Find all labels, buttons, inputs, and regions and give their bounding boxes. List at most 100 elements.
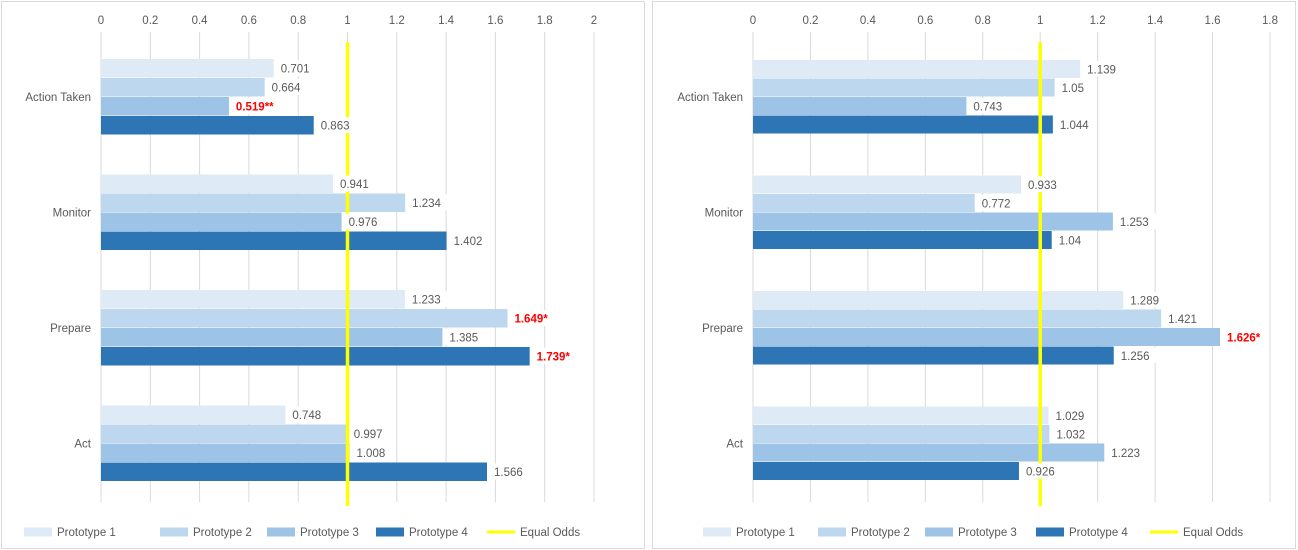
data-label-prototype-1-act: 1.029 [1056,411,1085,423]
x-tick-label: 1.2 [1090,15,1106,27]
x-tick-label: 1.4 [438,15,455,27]
legend-label: Equal Odds [520,527,580,539]
data-label-bg [1126,292,1167,308]
category-label-monitor: Monitor [53,208,92,220]
data-label-prototype-1-prepare: 1.233 [412,295,441,307]
category-label-action-taken: Action Taken [677,92,743,104]
bar-prototype-2-prepare [753,309,1162,328]
x-tick-label: 1.4 [1147,15,1164,27]
legend-label: Prototype 4 [409,527,468,539]
data-label-prototype-2-act: 0.997 [354,429,383,441]
data-label-bg [969,98,1010,114]
bar-prototype-3-act [753,443,1105,462]
data-label-bg [1051,407,1092,423]
data-label-prototype-2-monitor: 1.234 [412,198,441,210]
legend-label: Prototype 1 [57,527,116,539]
x-tick-label: 0.2 [802,15,818,27]
legend-label: Prototype 4 [1069,527,1128,539]
legend-swatch [376,527,404,537]
data-label-prototype-3-act: 1.008 [356,448,385,460]
data-label-prototype-4-action-taken: 0.863 [321,121,350,133]
chart-left-svg: 0 0.2 0.4 0.6 0.8 1 1.2 1.4 1.6 1.8 2 0.701 0.664 0.5… [24,15,597,539]
data-label-bg [1164,310,1205,326]
data-label-bg [445,329,486,345]
legend-item-prototype-2: Prototype 2 [818,527,910,539]
data-label-bg [408,194,449,211]
x-tick-label: 1.8 [1262,15,1278,27]
legend-label: Prototype 2 [851,527,910,539]
data-label-prototype-1-monitor: 0.933 [1028,180,1057,192]
bar-prototype-4-prepare [753,346,1114,365]
data-label-bg [1055,116,1096,132]
data-label-prototype-4-monitor: 1.402 [454,236,483,248]
data-label-prototype-3-action-taken: 0.519** [236,102,274,114]
legend-item-prototype-1: Prototype 1 [24,527,116,539]
data-label-bg [344,213,385,230]
data-label-bg [267,79,308,95]
data-label-bg [407,291,448,307]
x-tick-label: 1.8 [537,15,553,27]
data-label-bg [449,232,490,249]
bar-prototype-4-act [101,462,488,481]
x-tick-label: 0.6 [917,15,933,27]
data-label-bg [977,195,1018,211]
bar-prototype-3-act [101,443,350,462]
category-label-prepare: Prepare [702,323,743,335]
bar-prototype-2-monitor [753,194,975,212]
data-label-bg [1107,444,1148,460]
legend-swatch [24,527,52,537]
bars [101,59,530,481]
bar-prototype-2-monitor [101,193,406,212]
data-label-bg [1223,329,1270,345]
category-label-action-taken: Action Taken [25,92,91,104]
data-label-bg [1083,61,1124,77]
x-tick-label: 0.4 [860,15,877,27]
data-label-prototype-2-prepare: 1.649* [514,314,548,326]
x-tick-label: 1.6 [487,15,503,27]
bar-prototype-1-act [101,405,286,424]
data-label-bg [532,348,580,364]
legend-label: Prototype 3 [958,527,1017,539]
data-label-prototype-2-act: 1.032 [1056,429,1085,441]
x-tick-label: 0.8 [290,15,306,27]
data-label-prototype-4-prepare: 1.739* [537,352,571,364]
data-label-prototype-3-monitor: 0.976 [349,217,378,229]
legend-item-prototype-2: Prototype 2 [160,527,252,539]
bar-prototype-2-act [101,424,347,443]
category-label-act: Act [74,439,91,451]
data-label-prototype-4-act: 0.926 [1026,466,1055,478]
data-label-bg [510,310,557,326]
data-label-prototype-3-monitor: 1.253 [1120,217,1149,229]
data-label-prototype-4-monitor: 1.04 [1059,235,1082,247]
legend-swatch [1036,527,1064,537]
data-label-bg [1054,232,1089,248]
data-label-prototype-1-action-taken: 0.701 [281,64,310,76]
data-label-bg [490,463,531,480]
category-label-act: Act [726,439,743,451]
bars [753,60,1221,480]
legend-item-prototype-4: Prototype 4 [376,527,468,539]
legend-item-prototype-4: Prototype 4 [1036,527,1128,539]
data-label-prototype-2-action-taken: 1.05 [1062,83,1084,95]
bar-prototype-3-action-taken [753,97,967,115]
x-tick-label: 0 [750,15,756,27]
data-label-prototype-4-act: 1.566 [494,467,523,479]
bar-prototype-2-action-taken [753,78,1055,97]
data-label-bg [349,425,390,442]
legend-swatch [160,527,188,537]
legend-item-equal-odds: Equal Odds [487,527,580,539]
legend-swatch [925,527,953,537]
x-tick-label: 0.6 [241,15,257,27]
data-label-bg [1116,347,1157,363]
legend-item-prototype-3: Prototype 3 [925,527,1017,539]
bar-prototype-1-act [753,406,1049,425]
legend-item-equal-odds: Equal Odds [1150,527,1243,539]
x-axis: 0 0.2 0.4 0.6 0.8 1 1.2 1.4 1.6 1.8 2 [98,15,597,27]
data-label-prototype-2-monitor: 0.772 [982,198,1011,210]
data-label-prototype-4-prepare: 1.256 [1121,351,1150,363]
bar-prototype-4-monitor [101,231,447,250]
legend-swatch [267,527,295,537]
